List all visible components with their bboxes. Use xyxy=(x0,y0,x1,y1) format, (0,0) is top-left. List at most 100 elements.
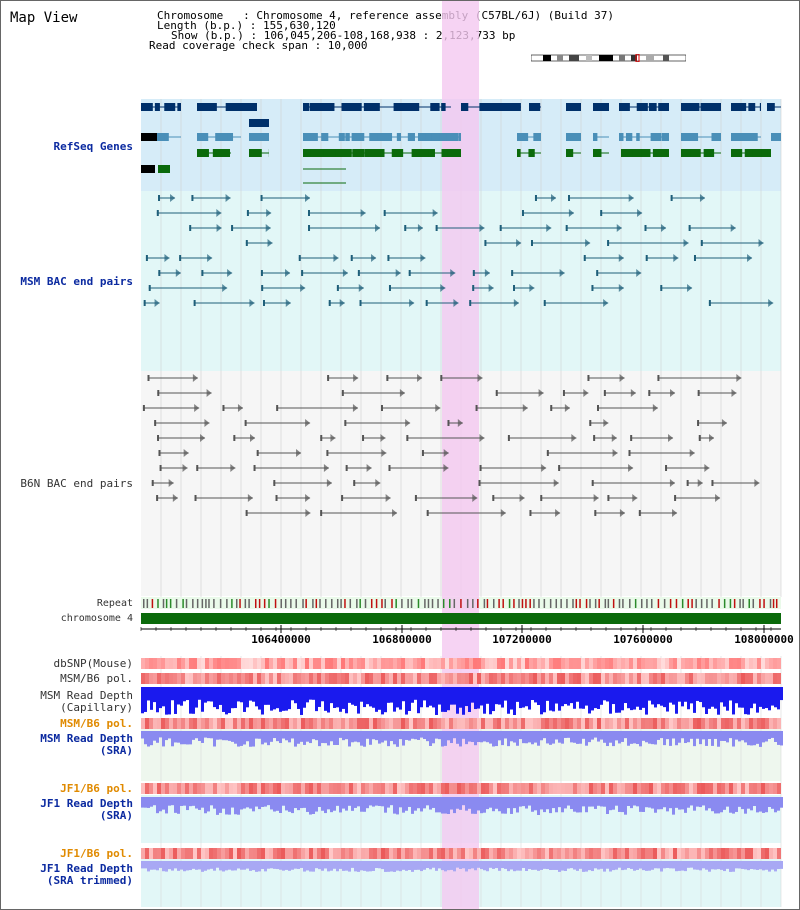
depth-bar xyxy=(441,861,444,871)
gene-exon xyxy=(748,103,756,111)
depth-bar xyxy=(456,731,459,744)
track-label-repeat[interactable]: Repeat xyxy=(96,598,133,609)
chromosome-ideogram[interactable] xyxy=(531,54,686,62)
depth-bar xyxy=(315,797,318,812)
bac-end xyxy=(453,299,459,307)
pol-cell xyxy=(577,848,581,859)
pol-cell xyxy=(237,718,241,729)
pol-cell xyxy=(489,658,493,669)
track-label-msm-b6-pol[interactable]: MSM/B6 pol. xyxy=(60,672,133,685)
depth-bar xyxy=(540,731,543,741)
repeat-tick xyxy=(185,599,188,608)
depth-bar xyxy=(675,861,678,872)
pol-cell xyxy=(389,718,393,729)
pol-cell xyxy=(237,658,241,669)
pol-cell xyxy=(149,783,153,794)
track-label-b6n-bac[interactable]: B6N BAC end pairs xyxy=(20,477,133,490)
depth-bar xyxy=(471,731,474,743)
track-features[interactable] xyxy=(140,103,783,872)
depth-bar xyxy=(549,731,552,745)
repeat-tick xyxy=(549,599,552,608)
bac-end xyxy=(715,494,721,502)
track-label-msm-depth-capillary-sub[interactable]: (Capillary) xyxy=(60,701,133,714)
pol-cell xyxy=(649,673,653,684)
repeat-tick xyxy=(598,599,600,608)
pol-cell xyxy=(321,658,325,669)
pol-cell xyxy=(493,658,497,669)
depth-bar xyxy=(420,687,423,708)
pol-cell xyxy=(769,658,773,669)
depth-bar xyxy=(696,687,699,701)
pol-cell xyxy=(533,658,537,669)
depth-bar xyxy=(723,687,726,707)
pol-cell xyxy=(321,673,325,684)
pol-cell xyxy=(221,848,225,859)
pol-cell xyxy=(393,783,397,794)
depth-bar xyxy=(591,861,594,872)
gene-exon xyxy=(177,103,181,111)
track-label-jf1-depth-trimmed-sub[interactable]: (SRA trimmed) xyxy=(46,874,133,887)
depth-bar xyxy=(594,861,597,869)
track-label-jf1-b6-pol[interactable]: JF1/B6 pol. xyxy=(60,782,133,795)
pol-cell xyxy=(153,673,157,684)
repeat-tick xyxy=(201,599,204,608)
pol-cell xyxy=(265,718,269,729)
track-label-refseq-genes[interactable]: RefSeq Genes xyxy=(53,140,133,153)
depth-bar xyxy=(435,687,438,715)
pol-cell xyxy=(273,718,277,729)
track-label-jf1-b6-pol-2[interactable]: JF1/B6 pol. xyxy=(60,847,133,860)
pol-cell xyxy=(481,718,485,729)
track-label-msm-b6-pol-sra[interactable]: MSM/B6 pol. xyxy=(60,717,133,730)
depth-bar xyxy=(339,861,342,869)
repeat-tick xyxy=(356,599,358,608)
pol-cell xyxy=(393,718,397,729)
pol-cell xyxy=(225,673,229,684)
bac-end xyxy=(660,285,663,291)
pol-cell xyxy=(449,658,453,669)
depth-bar xyxy=(669,687,672,703)
gene-exon xyxy=(661,133,669,141)
track-label-msm-depth-sra-sub[interactable]: (SRA) xyxy=(99,744,133,757)
pol-cell xyxy=(305,848,309,859)
gene-exon xyxy=(759,103,761,111)
bac-end xyxy=(541,464,547,472)
pol-cell xyxy=(697,673,701,684)
depth-bar xyxy=(306,861,309,871)
pol-cell xyxy=(453,673,457,684)
depth-bar xyxy=(423,797,426,809)
repeat-tick xyxy=(706,599,708,608)
depth-bar xyxy=(621,797,624,813)
depth-bar xyxy=(348,797,351,806)
depth-bar xyxy=(141,797,144,808)
track-label-jf1-depth-sra[interactable]: JF1 Read Depth xyxy=(40,797,133,810)
pol-cell xyxy=(321,718,325,729)
depth-bar xyxy=(420,797,423,812)
depth-bar xyxy=(561,797,564,813)
track-label-msm-bac[interactable]: MSM BAC end pairs xyxy=(20,275,133,288)
bac-end xyxy=(157,390,160,396)
repeat-tick xyxy=(453,599,456,608)
track-label-msm-depth-sra[interactable]: MSM Read Depth xyxy=(40,732,133,745)
bac-end xyxy=(245,510,248,516)
pol-cell xyxy=(721,848,725,859)
repeat-tick xyxy=(663,599,666,608)
pol-cell xyxy=(529,848,533,859)
pol-cell xyxy=(301,718,305,729)
bac-end xyxy=(193,300,196,306)
gene-exon xyxy=(141,103,153,111)
depth-bar xyxy=(147,797,150,808)
track-label-msm-depth-capillary[interactable]: MSM Read Depth xyxy=(40,689,133,702)
track-label-dbsnp[interactable]: dbSNP(Mouse) xyxy=(53,657,133,670)
depth-bar xyxy=(522,797,525,807)
track-label-jf1-depth-trimmed[interactable]: JF1 Read Depth xyxy=(40,862,133,875)
depth-bar xyxy=(726,731,729,743)
depth-bar xyxy=(297,731,300,744)
track-label-chromosome[interactable]: chromosome 4 xyxy=(60,613,133,624)
track-label-jf1-depth-sra-sub[interactable]: (SRA) xyxy=(99,809,133,822)
pol-cell xyxy=(241,673,245,684)
bac-end xyxy=(543,300,546,306)
depth-bar xyxy=(624,797,627,815)
pol-cell xyxy=(557,848,561,859)
pol-cell xyxy=(601,658,605,669)
